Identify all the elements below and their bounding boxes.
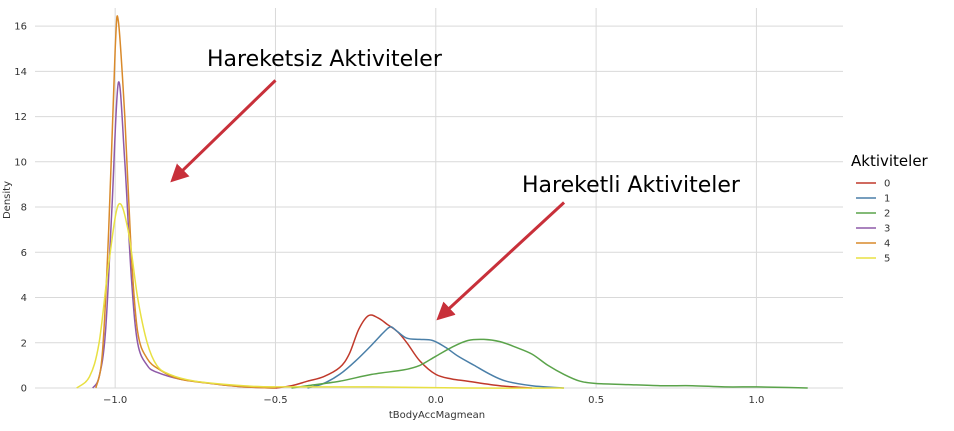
series-line-3 [92,81,276,389]
x-tick-label: 0.0 [428,395,444,406]
y-tick-label: 16 [14,22,27,33]
annotation-arrow [436,201,566,321]
y-axis-label: Density [2,181,13,219]
legend-title: Aktiviteler [851,152,929,170]
series-line-0 [275,314,533,389]
x-tick-label: 0.5 [588,395,604,406]
legend: Aktiviteler 0 1 2 3 4 5 [851,152,929,265]
y-tick-labels: 0 2 4 6 8 10 12 14 16 [14,22,27,395]
annotations: Hareketsiz Aktiviteler Hareketli Aktivite… [170,47,741,321]
annotation-arrow [170,79,277,183]
x-tick-label: −0.5 [263,395,287,406]
x-axis-label: tBodyAccMagmean [389,410,485,421]
y-tick-label: 6 [21,248,27,259]
legend-label: 0 [884,179,890,190]
y-tick-label: 2 [21,338,27,349]
x-tick-labels: −1.0 −0.5 0.0 0.5 1.0 [103,395,764,406]
y-tick-label: 4 [21,293,27,304]
y-tick-label: 8 [21,203,27,214]
y-tick-label: 10 [14,157,27,168]
legend-label: 2 [884,209,890,220]
y-tick-label: 12 [14,112,27,123]
y-tick-label: 0 [21,384,27,395]
x-tick-label: 1.0 [748,395,764,406]
y-tick-label: 14 [14,67,27,78]
legend-label: 1 [884,194,890,205]
series-lines [76,15,808,389]
legend-label: 5 [884,254,890,265]
annotation-text: Hareketsiz Aktiviteler [207,47,443,72]
annotation-text: Hareketli Aktiviteler [522,173,741,198]
series-line-2 [291,338,808,389]
legend-label: 3 [884,224,890,235]
legend-label: 4 [884,239,890,250]
x-tick-label: −1.0 [103,395,127,406]
series-line-1 [307,326,565,389]
series-line-5 [76,202,565,389]
